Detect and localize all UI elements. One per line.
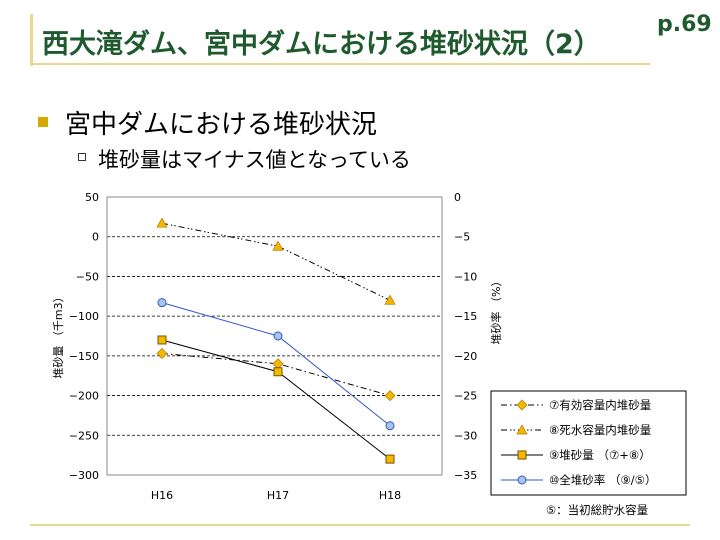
y-axis-title: 堆砂量 （千m3） [52, 291, 65, 378]
series-4-point [273, 331, 283, 341]
series-line-3 [161, 339, 391, 460]
series-3-point [273, 367, 283, 377]
x-tick-label: H16 [151, 489, 173, 502]
y2-tick-label: −30 [454, 429, 477, 442]
y2-tick-label: −25 [454, 390, 477, 403]
y-tick-label: −250 [69, 429, 99, 442]
y2-tick-label: −10 [454, 270, 477, 283]
legend-label: ⑧死水容量内堆砂量 [549, 423, 651, 437]
legend-swatch-marker [516, 399, 528, 411]
footer-line [30, 524, 690, 526]
y-tick-label: −50 [76, 270, 99, 283]
y-tick-label: −150 [69, 350, 99, 363]
series-1-point [384, 390, 396, 402]
x-tick-label: H17 [267, 489, 289, 502]
series-4-point [157, 298, 167, 308]
title-underline [30, 63, 650, 65]
series-4-point [385, 421, 395, 431]
series-line-1 [161, 352, 391, 397]
legend-swatch-marker [517, 450, 527, 460]
series-2-point [384, 294, 396, 305]
title-accent-bar [30, 14, 33, 66]
bullet-square-icon [38, 117, 48, 127]
bullet-hollow-square-icon [78, 153, 86, 161]
y-tick-label: −100 [69, 310, 99, 323]
x-tick-label: H18 [379, 489, 401, 502]
y-tick-label: −300 [69, 469, 99, 482]
series-2-point [272, 240, 284, 251]
y-tick-label: −200 [69, 390, 99, 403]
plot-area-border [106, 196, 443, 476]
chart-footnote: ⑤：当初総貯水容量 [546, 503, 648, 517]
series-3-point [385, 454, 395, 464]
bullet-level-1: 宮中ダムにおける堆砂状況 [65, 110, 378, 140]
legend-swatch-marker [516, 424, 528, 435]
bullet-level-2: 堆砂量はマイナス値となっている [98, 148, 411, 172]
series-line-2 [161, 222, 391, 301]
y-tick-label: 0 [92, 231, 99, 244]
y2-tick-label: −20 [454, 350, 477, 363]
legend-swatch-marker [517, 475, 527, 485]
y2-axis-title: 堆砂率 （%） [489, 276, 503, 345]
page-number: p.69 [657, 12, 712, 37]
series-3-point [157, 335, 167, 345]
y2-tick-label: −35 [454, 469, 477, 482]
y-tick-label: 50 [85, 191, 99, 204]
y2-tick-label: 0 [454, 191, 461, 204]
series-2-point [156, 217, 168, 228]
legend-label: ⑨堆砂量 （⑦+⑧） [549, 448, 651, 462]
y2-tick-label: −15 [454, 310, 477, 323]
legend-label: ⑩全堆砂率 （⑨/⑤） [549, 473, 656, 487]
slide-title: 西大滝ダム、宮中ダムにおける堆砂状況（2） [42, 29, 601, 60]
legend-label: ⑦有効容量内堆砂量 [549, 398, 651, 412]
y2-tick-label: −5 [454, 231, 470, 244]
series-1-point [156, 347, 168, 359]
